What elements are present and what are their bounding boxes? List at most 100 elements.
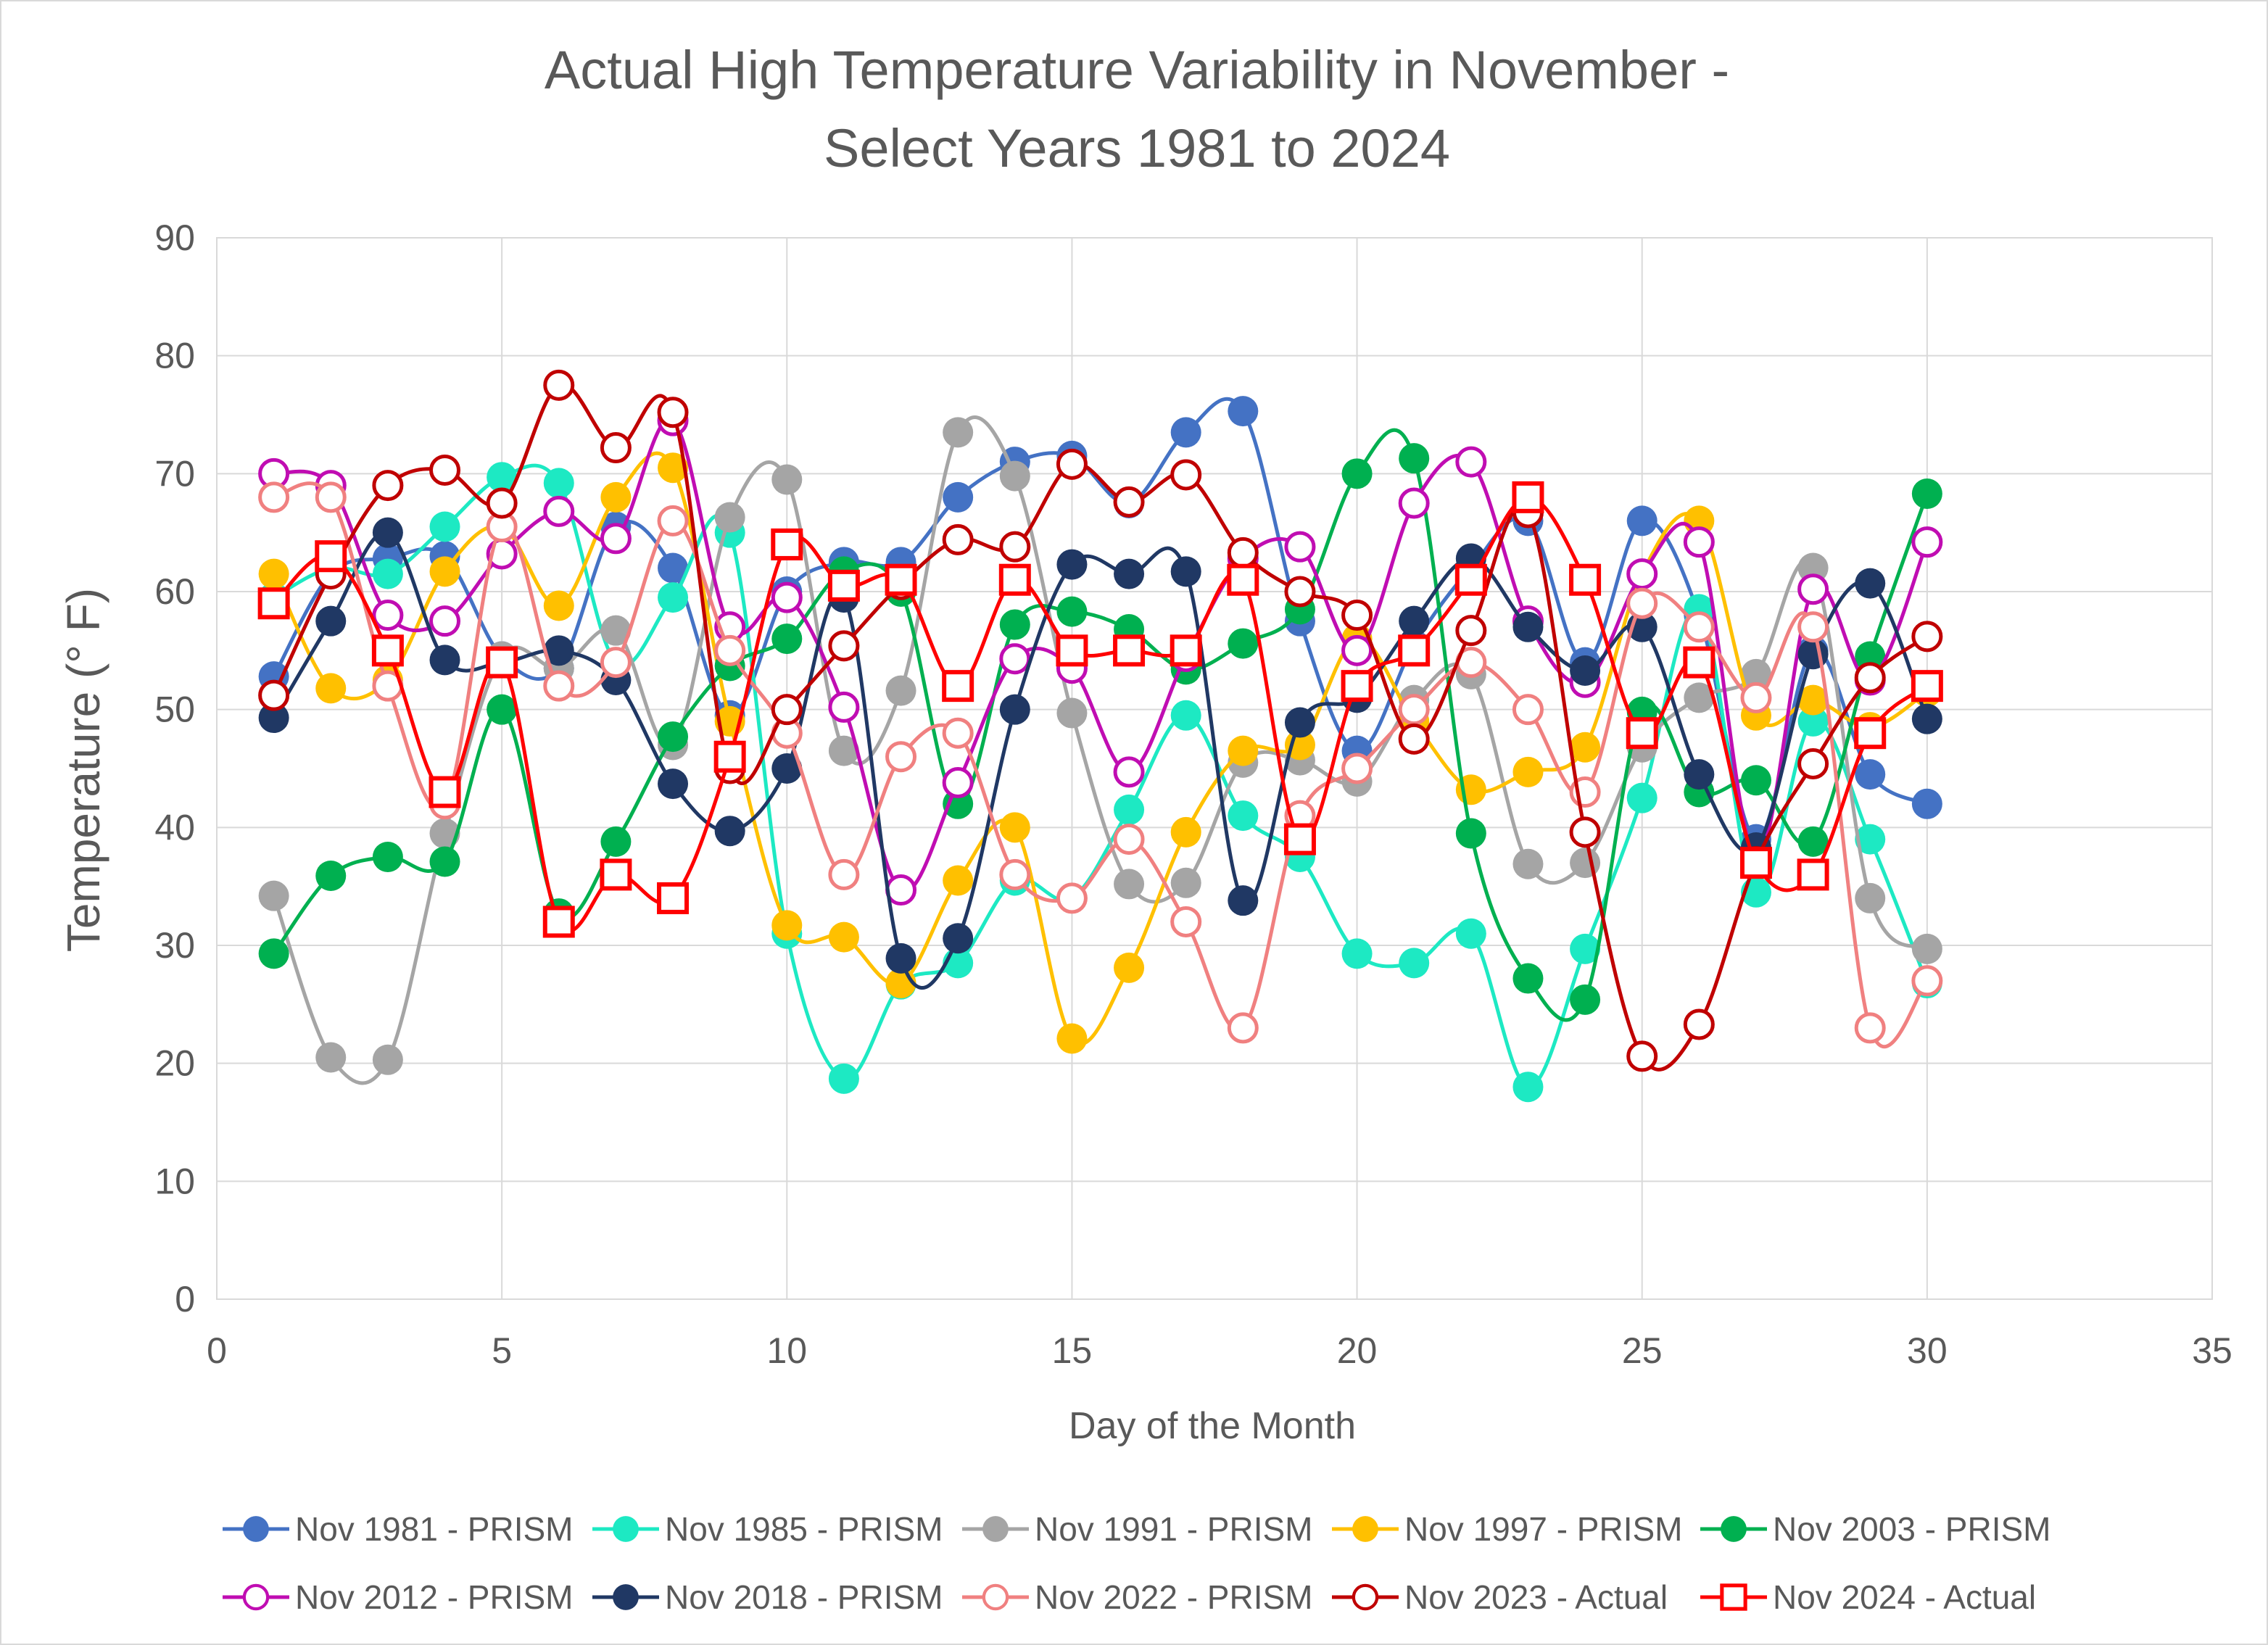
legend-marker <box>1352 1516 1378 1542</box>
data-point-nov-1985-prism-day-25 <box>1626 782 1657 813</box>
data-point-nov-1991-prism-day-4 <box>429 818 460 849</box>
data-point-nov-2012-prism-day-19 <box>1284 531 1316 563</box>
data-point-nov-2003-prism-day-3 <box>372 842 403 872</box>
data-point-nov-2012-prism-day-12 <box>885 874 917 906</box>
data-point-nov-2022-prism-day-18 <box>1227 1012 1259 1044</box>
legend-item-nov-1981-prism: Nov 1981 - PRISM <box>223 1510 573 1548</box>
data-point-nov-1985-prism-day-24 <box>1570 933 1601 964</box>
data-point-nov-1991-prism-day-10 <box>771 464 803 495</box>
data-point-nov-2023-actual-day-1 <box>258 679 290 711</box>
data-point-nov-1997-prism-day-4 <box>429 556 460 587</box>
data-point-nov-1985-prism-day-4 <box>429 511 460 542</box>
chart-title-line-1: Actual High Temperature Variability in N… <box>545 40 1729 100</box>
data-point-nov-2022-prism-day-21 <box>1398 694 1430 726</box>
data-point-nov-2024-actual-day-20 <box>1341 670 1373 703</box>
legend-label: Nov 1997 - PRISM <box>1404 1510 1682 1548</box>
data-point-nov-1985-prism-day-29 <box>1855 824 1886 855</box>
data-point-nov-2023-actual-day-5 <box>486 487 518 519</box>
data-point-nov-2022-prism-day-11 <box>828 858 860 890</box>
data-point-nov-2022-prism-day-2 <box>315 481 347 513</box>
data-point-nov-2012-prism-day-3 <box>372 600 404 631</box>
legend-marker <box>1352 1583 1379 1611</box>
data-point-nov-1991-prism-day-12 <box>885 675 916 706</box>
x-tick-label: 0 <box>207 1330 227 1371</box>
data-point-nov-2024-actual-day-28 <box>1797 858 1829 891</box>
data-point-nov-2024-actual-day-1 <box>257 587 290 620</box>
legend-marker <box>242 1583 270 1611</box>
data-point-nov-2024-actual-day-17 <box>1170 634 1202 667</box>
data-point-nov-2022-prism-day-23 <box>1512 694 1544 726</box>
data-point-nov-2023-actual-day-30 <box>1911 621 1943 652</box>
data-point-nov-2022-prism-day-7 <box>600 647 632 679</box>
data-point-nov-2012-prism-day-21 <box>1398 487 1430 519</box>
data-point-nov-2018-prism-day-28 <box>1797 639 1829 670</box>
data-point-nov-2023-actual-day-28 <box>1797 747 1829 779</box>
data-point-nov-1991-prism-day-23 <box>1512 848 1544 879</box>
y-tick-label: 90 <box>154 217 195 258</box>
legend-marker <box>613 1584 639 1610</box>
data-point-nov-2022-prism-day-9 <box>714 634 746 666</box>
data-point-nov-2003-prism-day-2 <box>315 861 347 892</box>
data-point-nov-2024-actual-day-27 <box>1739 847 1772 879</box>
data-point-nov-1991-prism-day-9 <box>714 502 745 533</box>
data-point-nov-2024-actual-day-7 <box>600 858 632 891</box>
data-point-nov-1985-prism-day-21 <box>1399 948 1430 979</box>
x-tick-label: 10 <box>766 1330 807 1371</box>
data-point-nov-2023-actual-day-21 <box>1398 723 1430 755</box>
data-point-nov-1981-prism-day-25 <box>1626 505 1657 536</box>
data-point-nov-2024-actual-day-14 <box>998 563 1031 596</box>
data-point-nov-2018-prism-day-21 <box>1399 605 1430 637</box>
data-point-nov-1991-prism-day-29 <box>1855 882 1886 913</box>
data-point-nov-1997-prism-day-23 <box>1512 756 1544 787</box>
data-point-nov-1991-prism-day-27 <box>1740 658 1771 689</box>
legend-marker <box>1721 1516 1747 1542</box>
data-point-nov-2023-actual-day-6 <box>543 369 575 401</box>
data-point-nov-1997-prism-day-7 <box>600 481 632 513</box>
legend-label: Nov 2018 - PRISM <box>665 1578 943 1616</box>
chart-title: Actual High Temperature Variability in N… <box>545 40 1729 178</box>
data-point-nov-2024-actual-day-12 <box>885 563 917 596</box>
data-point-nov-2003-prism-day-21 <box>1399 443 1430 474</box>
data-point-nov-1985-prism-day-23 <box>1512 1072 1544 1103</box>
data-point-nov-1997-prism-day-14 <box>999 812 1030 843</box>
data-point-nov-2018-prism-day-10 <box>771 753 803 784</box>
data-point-nov-2012-prism-day-20 <box>1341 634 1373 666</box>
data-point-nov-1997-prism-day-17 <box>1170 816 1201 848</box>
data-point-nov-2018-prism-day-16 <box>1114 558 1145 589</box>
data-point-nov-2023-actual-day-24 <box>1569 816 1601 848</box>
data-point-nov-2022-prism-day-1 <box>258 481 290 513</box>
plot-area <box>216 237 2213 1300</box>
data-point-nov-1981-prism-day-17 <box>1170 417 1201 448</box>
data-point-nov-2003-prism-day-18 <box>1228 628 1259 659</box>
data-point-nov-2018-prism-day-12 <box>885 942 916 974</box>
data-point-nov-2022-prism-day-29 <box>1854 1012 1886 1044</box>
data-point-nov-2024-actual-day-23 <box>1512 481 1544 513</box>
series-nov-2024-actual <box>257 481 1943 938</box>
data-point-nov-1997-prism-day-16 <box>1114 952 1145 983</box>
data-point-nov-2012-prism-day-6 <box>543 495 575 527</box>
legend-item-nov-1985-prism: Nov 1985 - PRISM <box>592 1510 943 1548</box>
data-point-nov-1985-prism-day-18 <box>1228 800 1259 832</box>
data-point-nov-2003-prism-day-7 <box>600 826 632 857</box>
data-point-nov-2024-actual-day-30 <box>1911 670 1943 703</box>
legend: Nov 1981 - PRISM Nov 1985 - PRISM Nov 1991… <box>223 1510 2050 1616</box>
legend-marker <box>243 1516 269 1542</box>
data-point-nov-2003-prism-day-14 <box>999 609 1030 640</box>
data-point-nov-2022-prism-day-8 <box>657 505 689 536</box>
data-point-nov-1985-prism-day-16 <box>1114 794 1145 825</box>
data-point-nov-1981-prism-day-13 <box>943 481 974 513</box>
data-point-nov-2023-actual-day-26 <box>1683 1008 1715 1040</box>
data-point-nov-1991-prism-day-28 <box>1797 552 1829 584</box>
data-point-nov-2022-prism-day-16 <box>1113 824 1145 855</box>
legend-label: Nov 2003 - PRISM <box>1773 1510 2050 1548</box>
data-point-nov-2022-prism-day-27 <box>1740 681 1772 713</box>
data-point-nov-2023-actual-day-13 <box>942 523 974 555</box>
data-point-nov-2024-actual-day-18 <box>1227 563 1259 596</box>
data-point-nov-2018-prism-day-17 <box>1170 556 1201 587</box>
data-point-nov-2018-prism-day-19 <box>1284 707 1315 738</box>
x-axis-title: Day of the Month <box>1069 1405 1356 1447</box>
data-point-nov-1997-prism-day-6 <box>543 590 574 621</box>
data-point-nov-2024-actual-day-8 <box>657 882 690 914</box>
legend-label: Nov 2024 - Actual <box>1773 1578 2036 1616</box>
data-point-nov-2024-actual-day-29 <box>1854 717 1887 750</box>
